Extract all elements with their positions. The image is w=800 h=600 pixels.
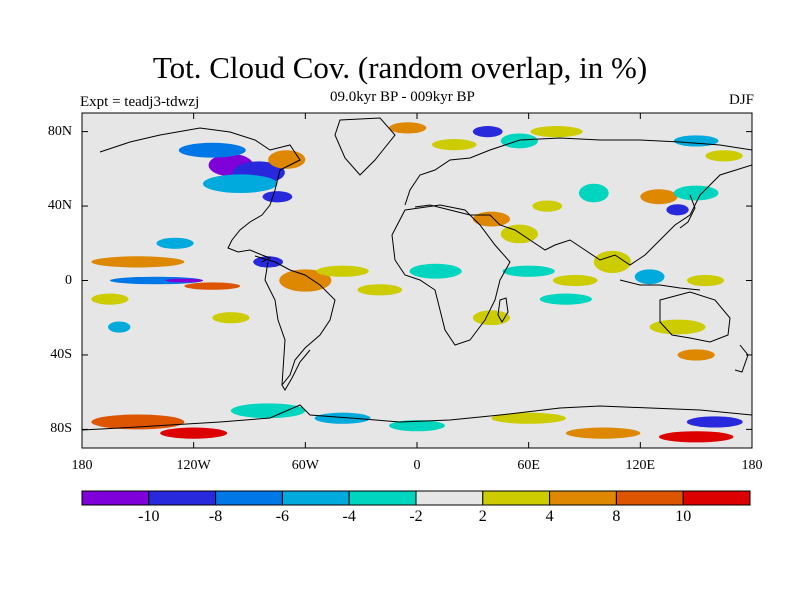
colorbar-segment bbox=[281, 490, 350, 506]
coastline-africa bbox=[391, 204, 511, 346]
coastline-madagascar bbox=[497, 297, 509, 323]
anomaly-patch bbox=[472, 126, 503, 138]
plot-title: Tot. Cloud Cov. (random overlap, in %) bbox=[152, 50, 648, 85]
colorbar-label: 10 bbox=[675, 508, 692, 525]
anomaly-patch bbox=[532, 200, 563, 212]
anomaly-patch bbox=[673, 185, 719, 201]
lon-tick-label: 180 bbox=[741, 458, 763, 473]
lon-tick-label: 60W bbox=[291, 458, 319, 473]
colorbar-segment bbox=[549, 490, 617, 506]
anomaly-patch bbox=[431, 139, 477, 151]
anomaly-patch bbox=[108, 321, 131, 333]
anomaly-patch bbox=[472, 211, 511, 227]
lon-tick-label: 180 bbox=[71, 458, 93, 473]
anomaly-patch bbox=[658, 431, 734, 443]
anomaly-patch bbox=[500, 133, 538, 149]
plot-subtitle: 09.0kyr BP - 009kyr BP bbox=[330, 89, 475, 105]
anomaly-patch bbox=[253, 256, 283, 268]
colorbar-label: -10 bbox=[138, 508, 160, 525]
colorbar-segment bbox=[415, 490, 484, 506]
coastline-south-america bbox=[254, 255, 336, 391]
anomaly-patch bbox=[409, 263, 462, 279]
anomaly-patch bbox=[357, 284, 403, 296]
anomaly-field bbox=[91, 122, 743, 443]
anomaly-patch bbox=[502, 265, 555, 277]
anomaly-patch bbox=[593, 250, 632, 274]
colorbar-label: -2 bbox=[409, 508, 423, 525]
coastline-indonesia bbox=[619, 279, 701, 291]
anomaly-patch bbox=[565, 427, 641, 439]
lat-tick-label: 80N bbox=[47, 123, 72, 139]
coastline-new-zealand bbox=[734, 344, 749, 373]
anomaly-patch bbox=[666, 204, 689, 216]
anomaly-patch bbox=[686, 416, 743, 428]
coastline-asia-south bbox=[414, 164, 752, 266]
colorbar-segment bbox=[215, 490, 283, 506]
lon-tick-label: 120W bbox=[176, 458, 211, 473]
anomaly-patch bbox=[279, 269, 332, 292]
colorbar-segment bbox=[682, 490, 751, 506]
anomaly-patch bbox=[202, 174, 278, 194]
lat-tick-label: 40S bbox=[50, 346, 72, 362]
coastline-south-america-west bbox=[264, 261, 286, 386]
anomaly-patch bbox=[472, 310, 511, 326]
colorbar-label: -8 bbox=[208, 508, 223, 525]
anomaly-patch bbox=[91, 256, 185, 268]
anomaly-patch bbox=[316, 265, 369, 277]
anomaly-patch bbox=[389, 420, 445, 432]
anomaly-patch bbox=[160, 427, 228, 439]
coastline-antarctica bbox=[82, 404, 752, 431]
anomaly-patch bbox=[262, 191, 293, 203]
colorbar bbox=[81, 490, 751, 506]
coastline-north-america bbox=[99, 127, 301, 263]
coastline-japan bbox=[679, 194, 696, 229]
colorbar-label: -6 bbox=[275, 508, 290, 525]
coastline-eurasia bbox=[404, 137, 752, 206]
anomaly-patch bbox=[640, 189, 678, 205]
lon-tick-label: 60E bbox=[517, 458, 540, 473]
lat-tick-label: 0 bbox=[65, 272, 72, 288]
anomaly-patch bbox=[634, 269, 665, 285]
anomaly-patch bbox=[314, 412, 371, 424]
colorbar-segment bbox=[348, 490, 417, 506]
anomaly-patch bbox=[156, 237, 194, 249]
anomaly-patch bbox=[165, 278, 203, 283]
anomaly-patch bbox=[491, 412, 566, 424]
axis-ticks bbox=[81, 113, 753, 448]
lat-tick-label: 80S bbox=[50, 421, 72, 437]
colorbar-label: 2 bbox=[478, 508, 487, 525]
anomaly-patch bbox=[184, 282, 241, 290]
anomaly-patch bbox=[530, 126, 583, 138]
colorbar-segment bbox=[148, 490, 217, 506]
anomaly-patch bbox=[686, 274, 725, 287]
colorbar-label: -4 bbox=[342, 508, 356, 525]
anomaly-patch bbox=[649, 319, 706, 335]
lon-tick-label: 0 bbox=[413, 458, 421, 473]
colorbar-segment bbox=[615, 490, 684, 506]
colorbar-segment bbox=[81, 490, 150, 506]
map-area bbox=[82, 113, 752, 448]
anomaly-patch bbox=[212, 312, 250, 324]
anomaly-patch bbox=[178, 142, 246, 158]
colorbar-label: 8 bbox=[612, 508, 621, 525]
lon-tick-label: 120E bbox=[625, 458, 656, 473]
experiment-label: Expt = teadj3-tdwzj bbox=[80, 94, 200, 110]
coastline-greenland bbox=[334, 117, 396, 176]
colorbar-label: 4 bbox=[545, 508, 554, 525]
coastline-australia bbox=[659, 291, 731, 343]
anomaly-patch bbox=[389, 122, 427, 134]
anomaly-patch bbox=[578, 183, 609, 203]
anomaly-patch bbox=[539, 293, 592, 305]
anomaly-patch bbox=[109, 276, 203, 285]
anomaly-patch bbox=[552, 274, 598, 287]
season-label: DJF bbox=[728, 92, 754, 108]
anomaly-patch bbox=[677, 349, 715, 361]
lat-tick-label: 40N bbox=[47, 198, 72, 214]
coastlines bbox=[82, 117, 752, 431]
anomaly-patch bbox=[705, 150, 743, 162]
anomaly-patch bbox=[91, 293, 129, 305]
anomaly-patch bbox=[230, 403, 306, 419]
colorbar-segment bbox=[482, 490, 551, 506]
